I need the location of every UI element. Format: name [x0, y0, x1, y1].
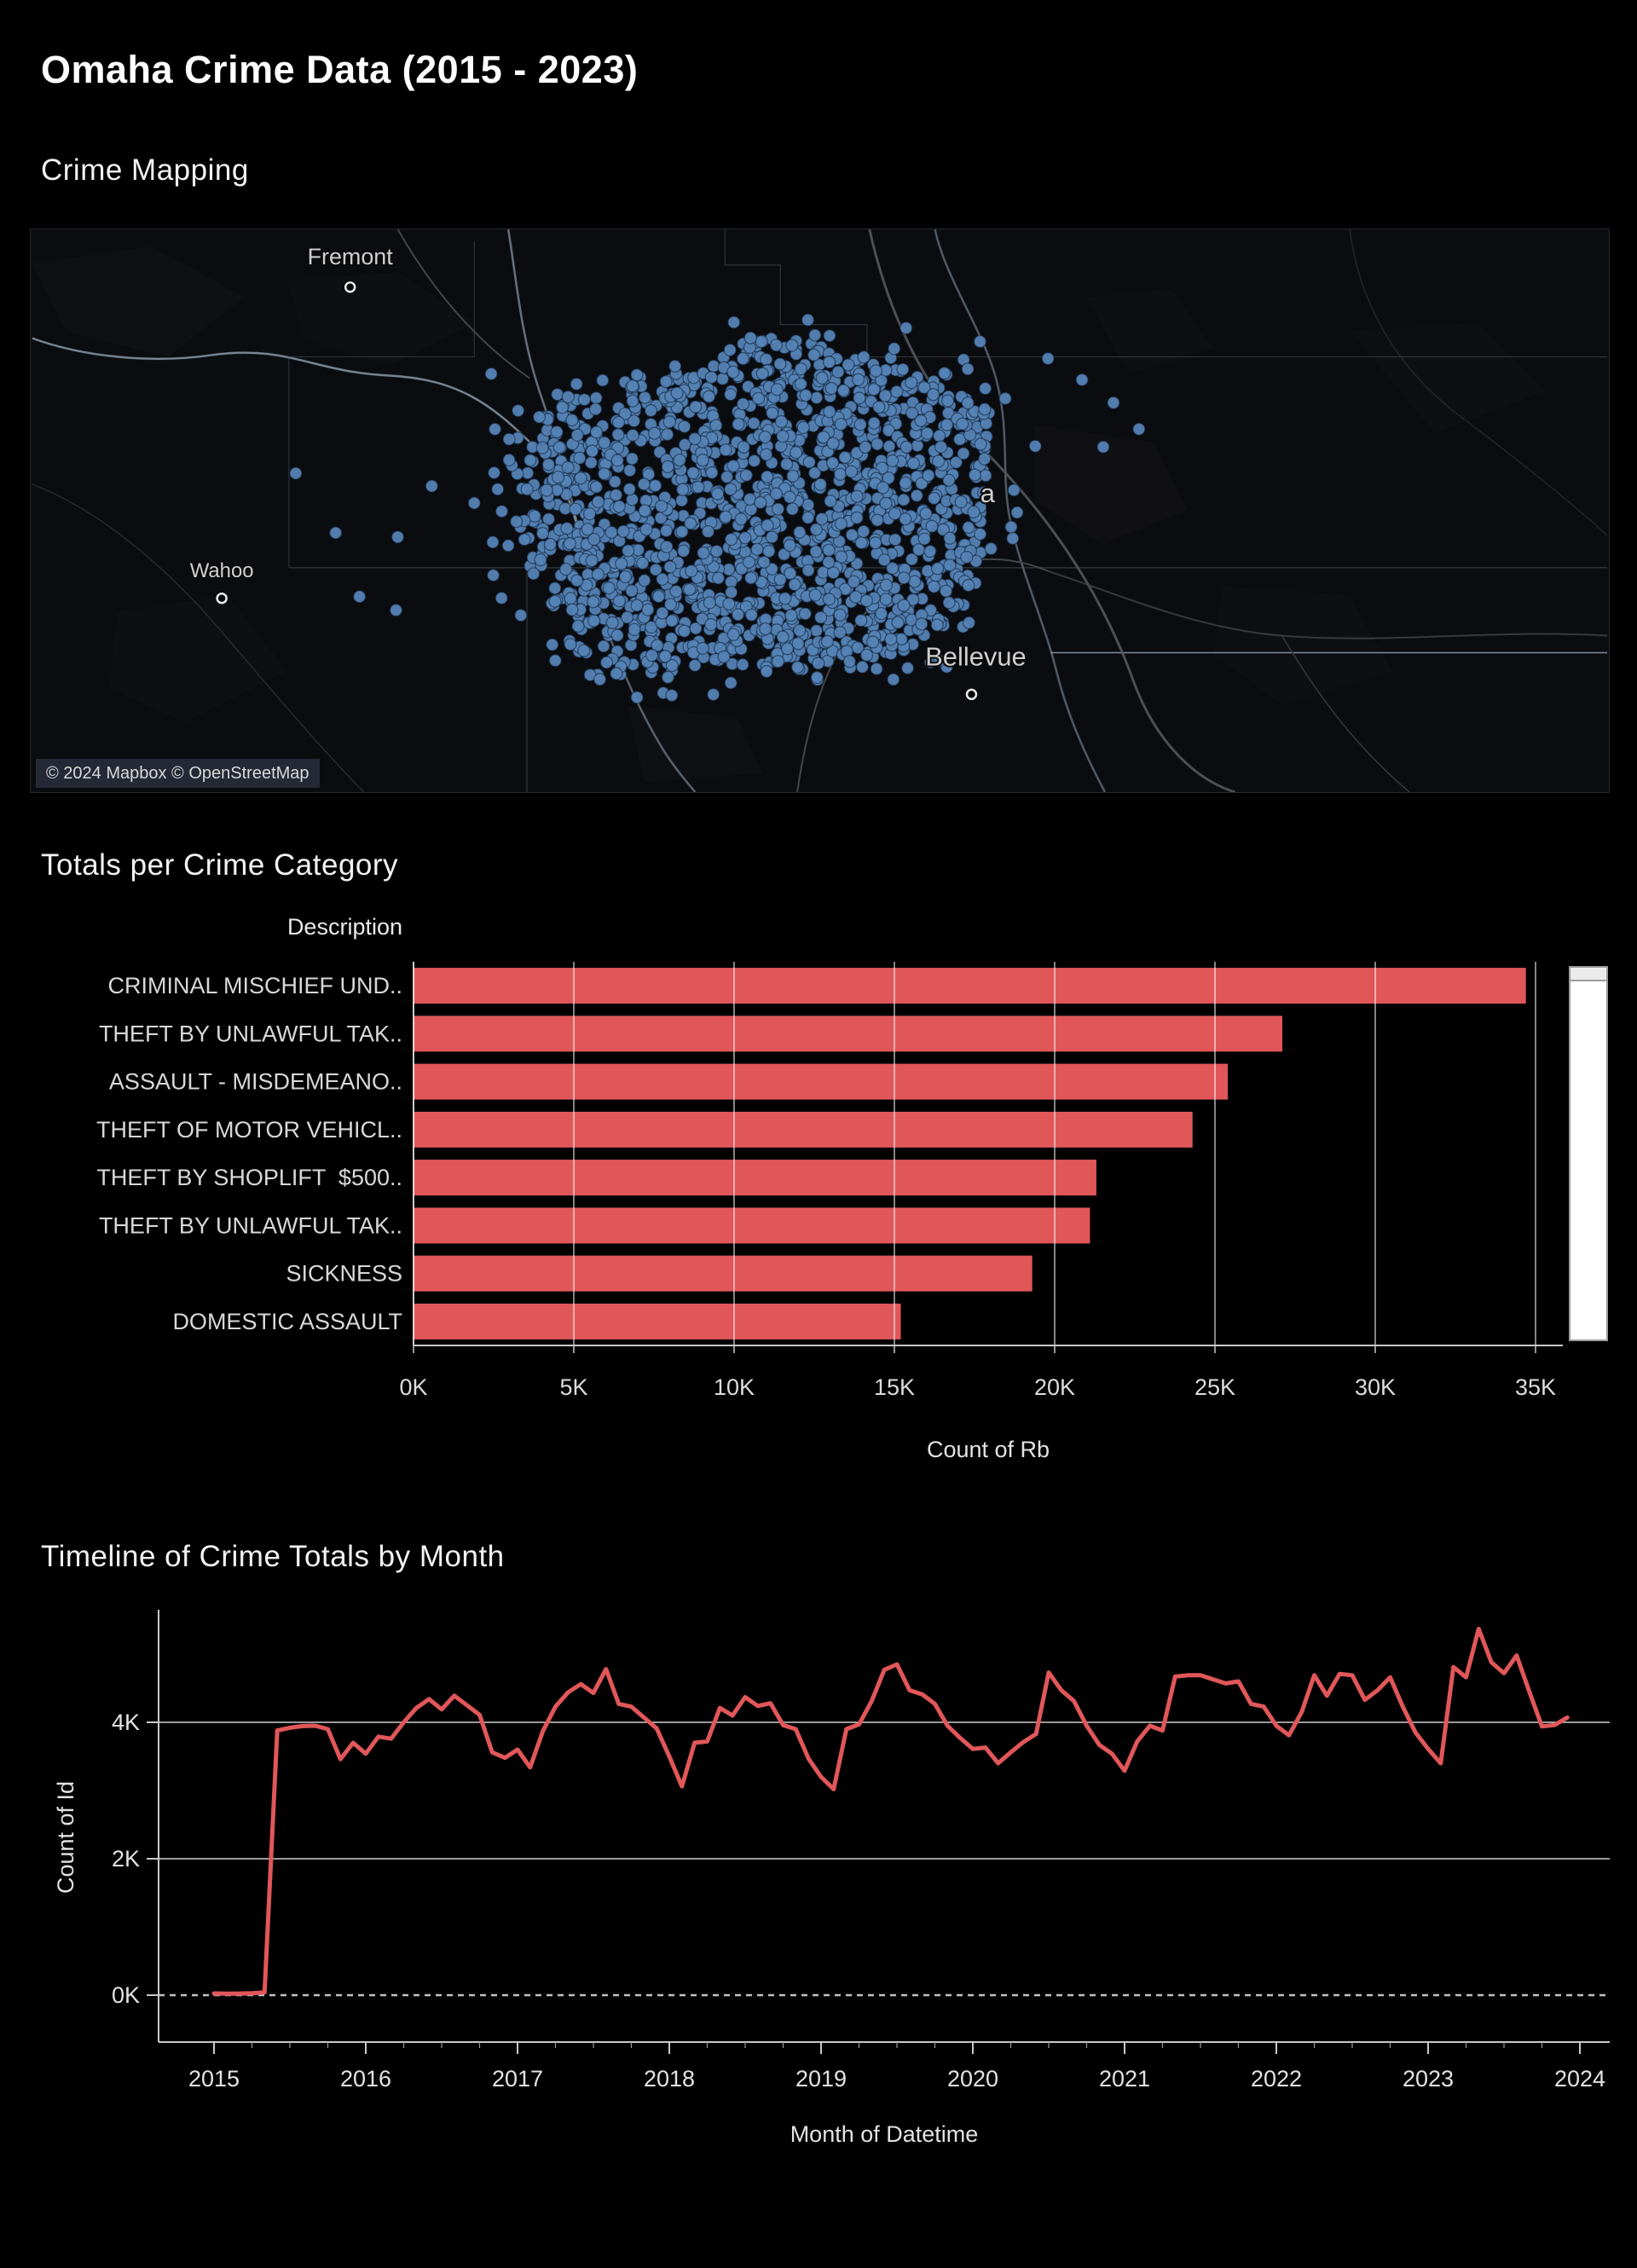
timeline-ytick-label: 2K — [112, 1846, 140, 1872]
city-marker-wahoo — [216, 592, 228, 605]
bar-category-label: SICKNESS — [286, 1261, 402, 1287]
crime-map[interactable]: Fremont Wahoo Bellevue a © 2024 Mapbox © Op… — [30, 229, 1610, 793]
bar-row-header: Description — [287, 914, 402, 940]
city-label: Wahoo — [190, 559, 254, 582]
timeline-xtick-label: 2019 — [795, 2066, 847, 2092]
timeline-xtick-label: 2021 — [1099, 2066, 1150, 2092]
timeline-xtick-label: 2022 — [1251, 2066, 1302, 2092]
bar[interactable] — [414, 1111, 1193, 1148]
bar[interactable] — [414, 1255, 1033, 1292]
timeline-ytick-label: 0K — [112, 1982, 140, 2008]
bar-category-label: THEFT BY UNLAWFUL TAK.. — [99, 1021, 402, 1046]
map-city-labels: Fremont Wahoo Bellevue a — [188, 242, 1028, 701]
bar-xaxis-title: Count of Rb — [927, 1437, 1050, 1462]
bar-axis-tick-label: 30K — [1355, 1374, 1396, 1400]
page-title: Omaha Crime Data (2015 - 2023) — [41, 48, 639, 92]
bar-chart[interactable]: Description CRIMINAL MISCHIEF UND.. THEFT… — [0, 895, 1637, 1543]
bar-category-label: THEFT BY SHOPLIFT $500.. — [96, 1165, 402, 1190]
city-marker-bellevue — [965, 688, 978, 701]
city-label: Fremont — [308, 244, 394, 269]
timeline-chart[interactable]: 0K 2K 4K 2015 2016 2017 2018 2019 2020 2021 2022 20… — [0, 1586, 1637, 2183]
bar-axis-tick-label: 20K — [1034, 1374, 1075, 1400]
bar-axis-tick-label: 10K — [714, 1374, 755, 1400]
bar-axis-tick-label: 25K — [1194, 1374, 1235, 1400]
bar[interactable] — [414, 1160, 1096, 1196]
bar-chart-scrollbar[interactable] — [1569, 966, 1608, 1341]
timeline-xtick-label: 2023 — [1403, 2066, 1454, 2092]
timeline-xtick-label: 2024 — [1554, 2066, 1605, 2092]
bar[interactable] — [414, 1063, 1228, 1100]
timeline-title: Timeline of Crime Totals by Month — [41, 1540, 505, 1573]
timeline-xaxis-title: Month of Datetime — [790, 2121, 979, 2147]
scrollbar-track-top[interactable] — [1570, 968, 1606, 981]
timeline-xtick-label: 2020 — [947, 2066, 998, 2092]
city-label: Bellevue — [925, 641, 1027, 671]
bar-chart-title: Totals per Crime Category — [41, 848, 399, 882]
bar-category-label: THEFT BY UNLAWFUL TAK.. — [99, 1212, 402, 1238]
timeline-xtick-label: 2018 — [644, 2066, 695, 2092]
timeline-xtick-label: 2017 — [492, 2066, 543, 2092]
timeline-xtick-label: 2016 — [340, 2066, 391, 2092]
city-label: a — [980, 478, 996, 508]
crime-dots-layer[interactable] — [289, 313, 1146, 704]
bar[interactable] — [414, 1015, 1282, 1052]
bar-axis-tick-label: 0K — [399, 1374, 427, 1400]
bar-category-label: CRIMINAL MISCHIEF UND.. — [107, 973, 402, 998]
map-terrain-patches — [32, 246, 1546, 783]
bar-axis-tick-label: 15K — [874, 1374, 915, 1400]
timeline-xtick-label: 2015 — [188, 2066, 240, 2092]
map-attribution[interactable]: © 2024 Mapbox © OpenStreetMap — [36, 759, 320, 788]
bar[interactable] — [414, 1207, 1090, 1244]
map-background — [32, 229, 1608, 792]
bar[interactable] — [414, 1303, 901, 1339]
map-section-title: Crime Mapping — [41, 153, 249, 187]
timeline-series-line[interactable] — [211, 1626, 1570, 1996]
city-marker-fremont — [344, 281, 356, 293]
bar-category-label: DOMESTIC ASSAULT — [172, 1309, 402, 1334]
map-canvas[interactable]: Fremont Wahoo Bellevue a — [31, 229, 1609, 792]
bar-category-label: ASSAULT - MISDEMEANO.. — [109, 1069, 402, 1095]
timeline-yaxis-title: Count of Id — [53, 1781, 78, 1894]
bar-category-label: THEFT OF MOTOR VEHICL.. — [96, 1117, 402, 1143]
bar-axis-tick-label: 5K — [559, 1374, 587, 1400]
bar-axis-tick-label: 35K — [1515, 1374, 1556, 1400]
bar[interactable] — [414, 968, 1526, 1004]
timeline-ytick-label: 4K — [112, 1710, 140, 1735]
